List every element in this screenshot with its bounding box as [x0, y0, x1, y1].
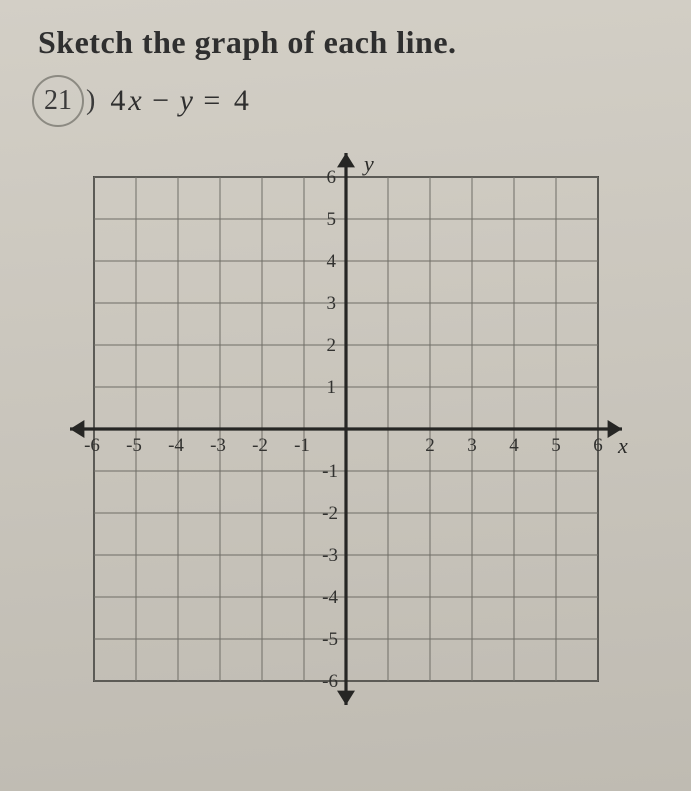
y-tick-label: 5	[326, 209, 336, 230]
x-tick-label: 6	[593, 435, 603, 456]
x-tick-label: 2	[425, 435, 435, 456]
y-tick-label: -5	[322, 629, 338, 650]
eq-const: 4	[234, 84, 249, 117]
x-tick-label: -2	[252, 435, 268, 456]
instruction-heading: Sketch the graph of each line.	[38, 24, 667, 61]
x-tick-label: -3	[210, 435, 226, 456]
coordinate-grid: -6 -5 -4 -3 -2 -1 2 3 4 5 6 1 2 3 4 5 6 -1 -2 -3 -4 -5 -6 y x	[58, 141, 634, 717]
x-tick-label: 3	[467, 435, 477, 456]
y-tick-label: 3	[326, 293, 336, 314]
eq-x: x	[128, 84, 141, 117]
y-tick-label: 4	[326, 251, 336, 272]
problem-number-circle: 21	[32, 75, 84, 127]
eq-coef: 4	[110, 84, 125, 117]
worksheet-page: Sketch the graph of each line. 21 ) 4x −…	[0, 0, 691, 791]
y-tick-label: -2	[322, 503, 338, 524]
x-tick-label: 4	[509, 435, 519, 456]
y-axis-label: y	[362, 151, 374, 176]
x-tick-label: -5	[126, 435, 142, 456]
x-axis-label: x	[617, 433, 628, 458]
problem-row: 21 ) 4x − y = 4	[32, 75, 667, 127]
y-tick-label: -3	[322, 545, 338, 566]
eq-minus: −	[145, 84, 177, 117]
x-tick-label: -4	[168, 435, 184, 456]
y-tick-label: 1	[326, 377, 336, 398]
axis-arrow	[337, 691, 355, 705]
axis-arrow	[70, 420, 84, 438]
problem-equation: 4x − y = 4	[107, 84, 252, 118]
x-tick-label: -6	[84, 435, 100, 456]
axis-arrow	[337, 153, 355, 167]
y-tick-label: -1	[322, 461, 338, 482]
y-tick-label: 6	[326, 167, 336, 188]
y-tick-label: -6	[322, 671, 338, 692]
y-tick-label: 2	[326, 335, 336, 356]
y-tick-label: -4	[322, 587, 338, 608]
problem-number: 21	[44, 85, 72, 117]
eq-y: y	[180, 84, 193, 117]
x-tick-label: -1	[294, 435, 310, 456]
x-tick-label: 5	[551, 435, 561, 456]
chart-wrap: -6 -5 -4 -3 -2 -1 2 3 4 5 6 1 2 3 4 5 6 -1 -2 -3 -4 -5 -6 y x	[24, 141, 667, 717]
problem-paren: )	[86, 85, 95, 117]
eq-equals: =	[196, 84, 228, 117]
